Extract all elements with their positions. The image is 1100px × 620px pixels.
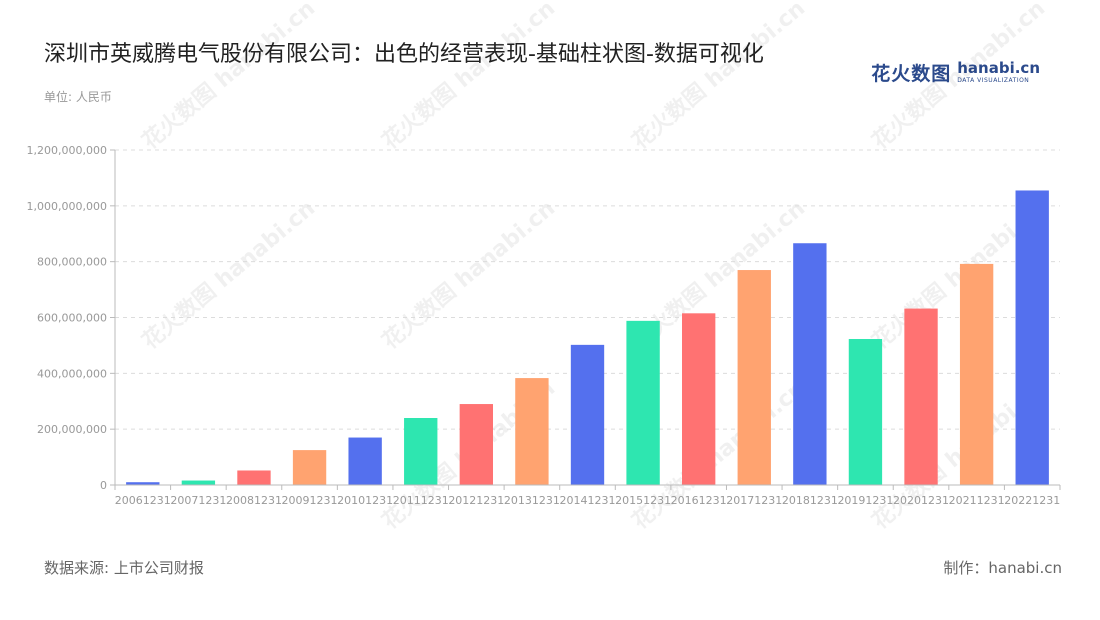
bar-20201231 xyxy=(904,308,938,485)
x-tick-label: 20191231 xyxy=(837,494,893,507)
x-tick-label: 20061231 xyxy=(115,494,171,507)
x-axis: 20061231 20071231 20081231 20091231 20101231… xyxy=(114,484,1061,507)
credit: 制作：hanabi.cn xyxy=(943,559,1062,577)
x-tick-label: 20161231 xyxy=(671,494,727,507)
logo-en-sub: DATA VISUALIZATION xyxy=(957,76,1030,84)
bars xyxy=(126,190,1049,485)
logo-cn-text: 花火数图 xyxy=(871,62,952,85)
x-tick-label: 20131231 xyxy=(504,494,560,507)
watermark: 花火数图 hanabi.cn xyxy=(137,195,320,354)
x-tick-label: 20121231 xyxy=(448,494,504,507)
y-tick-label: 0 xyxy=(100,479,107,492)
x-tick-label: 20111231 xyxy=(393,494,449,507)
y-tick-label: 1,000,000,000 xyxy=(27,200,107,213)
y-tick-label: 1,200,000,000 xyxy=(27,144,107,157)
watermark: 花火数图 hanabi.cn xyxy=(377,195,560,354)
x-tick-label: 20071231 xyxy=(170,494,226,507)
x-tick-label: 20081231 xyxy=(226,494,282,507)
bar-20171231 xyxy=(737,270,771,485)
bar-20131231 xyxy=(515,378,549,485)
x-tick-label: 20221231 xyxy=(1004,494,1060,507)
bar-20191231 xyxy=(848,338,883,485)
x-tick-label: 20091231 xyxy=(282,494,338,507)
x-tick-label: 20181231 xyxy=(782,494,838,507)
bar-20211231 xyxy=(959,263,994,485)
bar-20181231 xyxy=(793,243,827,485)
bar-20071231 xyxy=(181,480,216,485)
y-tick-label: 600,000,000 xyxy=(37,312,107,325)
bar-20101231 xyxy=(348,437,382,485)
watermark: 花火数图 hanabi.cn xyxy=(377,0,560,155)
x-tick-label: 20171231 xyxy=(726,494,782,507)
bar-20111231 xyxy=(404,418,438,485)
y-tick-label: 800,000,000 xyxy=(37,256,107,269)
bar-20081231 xyxy=(237,470,271,485)
data-source: 数据来源: 上市公司财报 xyxy=(44,559,204,577)
x-tick-label: 20141231 xyxy=(560,494,616,507)
y-tick-label: 400,000,000 xyxy=(37,367,107,380)
chart-title: 深圳市英威腾电气股份有限公司：出色的经营表现-基础柱状图-数据可视化 xyxy=(44,42,764,67)
bar-20151231 xyxy=(626,320,660,485)
y-axis: 0 200,000,000 400,000,000 600,000,000 800,00… xyxy=(27,144,116,492)
brand-logo: 花火数图 hanabi.cn DATA VISUALIZATION xyxy=(871,58,1040,86)
x-tick-label: 20211231 xyxy=(949,494,1005,507)
bar-20161231 xyxy=(682,313,716,485)
logo-en-text: hanabi.cn xyxy=(957,58,1040,77)
bar-20091231 xyxy=(292,450,327,485)
x-tick-label: 20151231 xyxy=(615,494,671,507)
bar-20121231 xyxy=(459,404,493,485)
logo-en-block: hanabi.cn DATA VISUALIZATION xyxy=(957,58,1040,84)
x-tick-label: 20201231 xyxy=(893,494,949,507)
x-tick-label: 20101231 xyxy=(337,494,393,507)
watermark: 花火数图 hanabi.cn xyxy=(137,0,320,155)
watermark: 花火数图 hanabi.cn xyxy=(867,0,1050,155)
watermark: 花火数图 hanabi.cn xyxy=(627,0,810,155)
y-tick-label: 200,000,000 xyxy=(37,423,107,436)
bar-20141231 xyxy=(570,344,605,485)
bar-20061231 xyxy=(126,482,160,485)
unit-label: 单位: 人民币 xyxy=(44,90,112,104)
bar-20221231 xyxy=(1015,190,1049,485)
